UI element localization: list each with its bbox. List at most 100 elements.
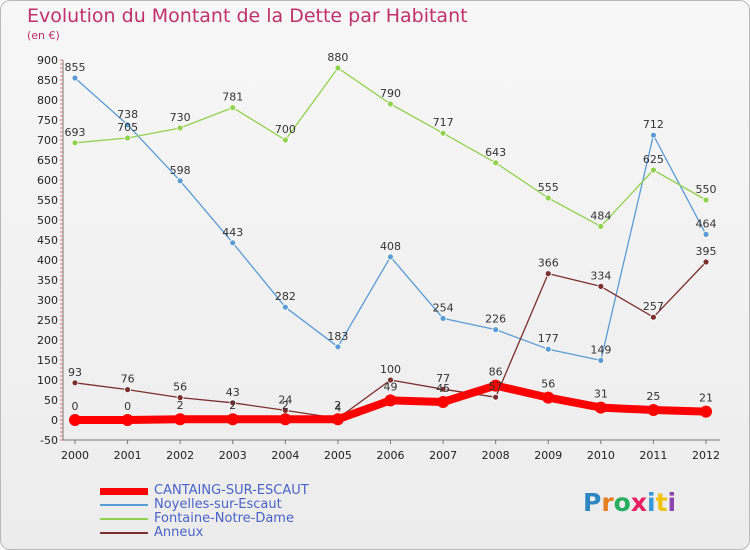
legend-item-cantaing: CANTAING-SUR-ESCAUT (100, 484, 309, 498)
legend-swatch-fontaine (100, 518, 148, 520)
data-point (71, 379, 79, 387)
data-label: 2 (334, 399, 341, 412)
data-label: 57 (489, 380, 503, 393)
data-point (124, 134, 131, 142)
data-label: 334 (590, 269, 611, 282)
data-point (439, 129, 447, 137)
y-tick-label: 600 (37, 174, 58, 187)
x-tick-label: 2011 (639, 449, 667, 462)
data-label: 693 (65, 126, 86, 139)
data-label: 550 (696, 183, 717, 196)
data-point (384, 394, 397, 407)
x-tick-label: 2010 (587, 449, 615, 462)
x-tick-label: 2004 (271, 449, 299, 462)
data-label: 43 (226, 386, 240, 399)
legend-label-anneux: Anneux (154, 525, 204, 540)
data-label: 76 (121, 373, 135, 386)
data-point (71, 74, 79, 82)
data-label: 149 (590, 343, 611, 356)
x-tick-label: 2009 (534, 449, 562, 462)
data-label: 56 (173, 381, 187, 394)
data-label: 484 (590, 209, 611, 222)
logo-letter: x (630, 488, 647, 517)
data-label: 2 (282, 399, 289, 412)
data-label: 443 (222, 226, 243, 239)
y-tick-label: 300 (37, 294, 58, 307)
data-label: 555 (538, 181, 559, 194)
y-tick-label: 700 (37, 134, 58, 147)
data-point (594, 401, 607, 414)
legend-swatch-cantaing (100, 487, 148, 495)
y-tick-label: 750 (37, 114, 58, 127)
data-label: 86 (489, 366, 503, 379)
data-label: 254 (433, 301, 454, 314)
data-label: 282 (275, 290, 296, 303)
data-label: 700 (275, 123, 296, 136)
chart-series (69, 64, 712, 426)
logo-letter: t (655, 488, 668, 517)
data-point (124, 386, 131, 394)
x-tick-label: 2005 (324, 449, 352, 462)
data-point (439, 385, 447, 393)
data-label: 598 (170, 164, 191, 177)
data-point (489, 379, 502, 392)
data-point (650, 313, 657, 321)
x-tick-label: 2008 (482, 449, 510, 462)
data-point (492, 393, 500, 401)
data-point (69, 414, 81, 426)
data-point (387, 376, 394, 384)
data-point (229, 399, 237, 407)
data-label: 45 (436, 382, 450, 395)
data-label: 781 (222, 91, 243, 104)
y-tick-label: 200 (37, 334, 58, 347)
data-label: 705 (117, 121, 138, 134)
x-tick-label: 2007 (429, 449, 457, 462)
data-label: 625 (643, 153, 664, 166)
data-label: 24 (278, 393, 292, 406)
data-label: 855 (65, 61, 86, 74)
chart-title: Evolution du Montant de la Dette par Hab… (27, 5, 468, 27)
data-point (544, 194, 552, 202)
data-label: 0 (72, 400, 79, 413)
data-point (702, 258, 710, 266)
data-point (281, 136, 289, 144)
y-tick-label: 850 (37, 74, 58, 87)
legend-swatch-noyelles (100, 504, 148, 506)
data-point (176, 394, 184, 402)
data-label: 93 (68, 366, 82, 379)
y-tick-label: 500 (37, 214, 58, 227)
chart-unit: (en €) (27, 29, 60, 42)
y-tick-label: 550 (37, 194, 58, 207)
y-tick-label: 650 (37, 154, 58, 167)
data-point (226, 413, 239, 426)
data-point (334, 64, 342, 72)
data-point (492, 326, 500, 334)
y-tick-label: 100 (37, 374, 58, 387)
data-point (331, 413, 344, 426)
y-tick-label: 400 (37, 254, 58, 267)
data-label: 77 (436, 372, 450, 385)
data-label: 226 (485, 313, 506, 326)
data-label: 790 (380, 87, 401, 100)
logo-letter: i (667, 488, 677, 517)
data-label: 56 (541, 378, 555, 391)
data-point (124, 121, 131, 129)
data-point (387, 253, 394, 261)
data-point (229, 239, 237, 247)
y-tick-label: -50 (40, 434, 58, 447)
logo-letter: P (583, 488, 602, 517)
legend-swatch-anneux (100, 532, 148, 534)
data-point (176, 124, 184, 132)
data-point (700, 405, 712, 418)
data-label: 4 (334, 401, 341, 414)
data-point (544, 270, 552, 278)
logo-letter: i (647, 488, 656, 517)
data-point (387, 100, 394, 108)
data-point (176, 177, 184, 185)
y-tick-label: 800 (37, 94, 58, 107)
data-point (544, 345, 552, 353)
data-label: 0 (124, 400, 131, 413)
legend-item-noyelles: Noyelles-sur-Escaut (100, 498, 309, 512)
x-tick-label: 2003 (219, 449, 247, 462)
y-tick-label: 900 (37, 54, 58, 67)
